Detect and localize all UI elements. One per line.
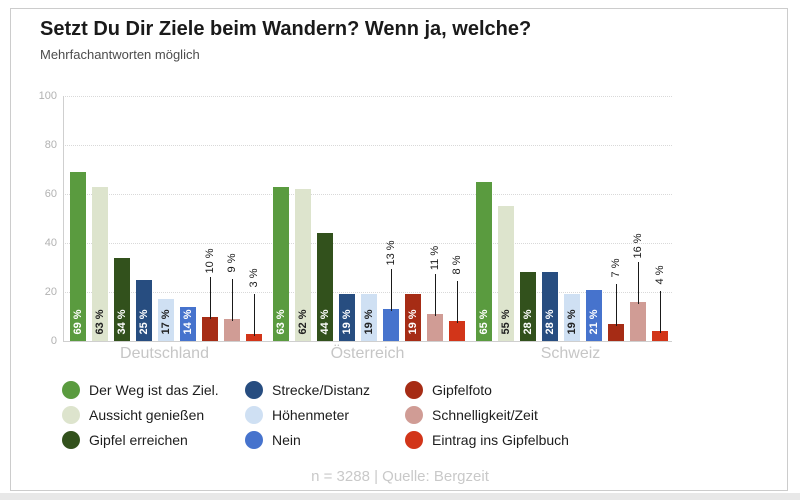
y-tick-label-0: 0 xyxy=(50,335,57,347)
bar-eintrag-ins-gipfelbuch--sterreich xyxy=(449,321,465,341)
bar-strecke-distanz-deutschland xyxy=(136,279,152,341)
bar-gipfelfoto-schweiz xyxy=(608,323,624,341)
bar-gipfelfoto--sterreich xyxy=(405,294,421,341)
legend-label-gipfelfoto: Gipfelfoto xyxy=(432,382,492,398)
legend-swatch-strecke-distanz xyxy=(245,381,263,399)
bar-der-weg-ist-das-ziel---sterreich xyxy=(273,186,289,341)
category-label--sterreich: Österreich xyxy=(330,345,405,362)
legend-label-strecke-distanz: Strecke/Distanz xyxy=(272,382,371,398)
bar-gipfel-erreichen--sterreich xyxy=(317,233,333,341)
chart-title: Setzt Du Dir Ziele beim Wandern? Wenn ja… xyxy=(40,18,532,40)
y-tick-label-80: 80 xyxy=(44,139,57,151)
value-leader-line xyxy=(231,278,233,321)
legend-label-h-henmeter: Höhenmeter xyxy=(272,407,350,423)
value-leader-line xyxy=(390,269,392,312)
bar-schnelligkeit-zeit-deutschland xyxy=(224,318,240,341)
bar-h-henmeter--sterreich xyxy=(361,294,377,341)
bar-nein--sterreich xyxy=(383,309,399,341)
chart-subtitle: Mehrfachantworten möglich xyxy=(40,47,200,62)
value-leader-line xyxy=(209,276,211,319)
legend-label-aussicht-genie-en: Aussicht genießen xyxy=(89,407,205,423)
category-label-schweiz: Schweiz xyxy=(540,345,601,362)
value-leader-line xyxy=(253,293,255,336)
gridline-40 xyxy=(63,243,672,244)
bar-nein-deutschland xyxy=(180,306,196,341)
bar-strecke-distanz--sterreich xyxy=(339,294,355,341)
bar-der-weg-ist-das-ziel--deutschland xyxy=(70,171,86,341)
legend-label-eintrag-ins-gipfelbuch: Eintrag ins Gipfelbuch xyxy=(432,432,569,448)
legend-swatch-gipfel-erreichen xyxy=(62,431,80,449)
value-leader-line xyxy=(615,283,617,326)
bar-aussicht-genie-en--sterreich xyxy=(295,189,311,341)
bar-aussicht-genie-en-deutschland xyxy=(92,186,108,341)
category-label-deutschland: Deutschland xyxy=(120,345,209,362)
bar-eintrag-ins-gipfelbuch-deutschland xyxy=(246,333,262,341)
legend-swatch-nein xyxy=(245,431,263,449)
page-background-strip xyxy=(0,493,800,500)
bar-nein-schweiz xyxy=(586,289,602,341)
legend-label-gipfel-erreichen: Gipfel erreichen xyxy=(89,432,188,448)
value-leader-line xyxy=(434,274,436,317)
legend-label-schnelligkeit-zeit: Schnelligkeit/Zeit xyxy=(432,407,538,423)
y-axis-line xyxy=(63,96,64,341)
bar-gipfelfoto-deutschland xyxy=(202,316,218,341)
bar-der-weg-ist-das-ziel--schweiz xyxy=(476,181,492,341)
bar-h-henmeter-deutschland xyxy=(158,299,174,341)
bar-schnelligkeit-zeit-schweiz xyxy=(630,301,646,341)
legend-swatch-h-henmeter xyxy=(245,406,263,424)
bar-aussicht-genie-en-schweiz xyxy=(498,206,514,341)
legend-swatch-aussicht-genie-en xyxy=(62,406,80,424)
value-leader-line xyxy=(659,291,661,334)
value-leader-line xyxy=(456,281,458,324)
bar-schnelligkeit-zeit--sterreich xyxy=(427,314,443,341)
chart-card xyxy=(10,8,788,491)
y-tick-label-100: 100 xyxy=(38,90,57,102)
legend-swatch-schnelligkeit-zeit xyxy=(405,406,423,424)
gridline-100 xyxy=(63,96,672,97)
x-axis-baseline xyxy=(63,341,672,342)
bar-gipfel-erreichen-schweiz xyxy=(520,272,536,341)
gridline-20 xyxy=(63,292,672,293)
bar-strecke-distanz-schweiz xyxy=(542,272,558,341)
legend-swatch-der-weg-ist-das-ziel- xyxy=(62,381,80,399)
bar-gipfel-erreichen-deutschland xyxy=(114,257,130,341)
legend-label-der-weg-ist-das-ziel-: Der Weg ist das Ziel. xyxy=(89,382,219,398)
legend-swatch-gipfelfoto xyxy=(405,381,423,399)
value-leader-line xyxy=(637,261,639,304)
legend-swatch-eintrag-ins-gipfelbuch xyxy=(405,431,423,449)
gridline-60 xyxy=(63,194,672,195)
y-tick-label-40: 40 xyxy=(44,237,57,249)
source-note: n = 3288 | Quelle: Bergzeit xyxy=(311,468,489,485)
y-tick-label-20: 20 xyxy=(44,286,57,298)
y-tick-label-60: 60 xyxy=(44,188,57,200)
legend-label-nein: Nein xyxy=(272,432,301,448)
bar-eintrag-ins-gipfelbuch-schweiz xyxy=(652,331,668,341)
gridline-80 xyxy=(63,145,672,146)
bar-h-henmeter-schweiz xyxy=(564,294,580,341)
